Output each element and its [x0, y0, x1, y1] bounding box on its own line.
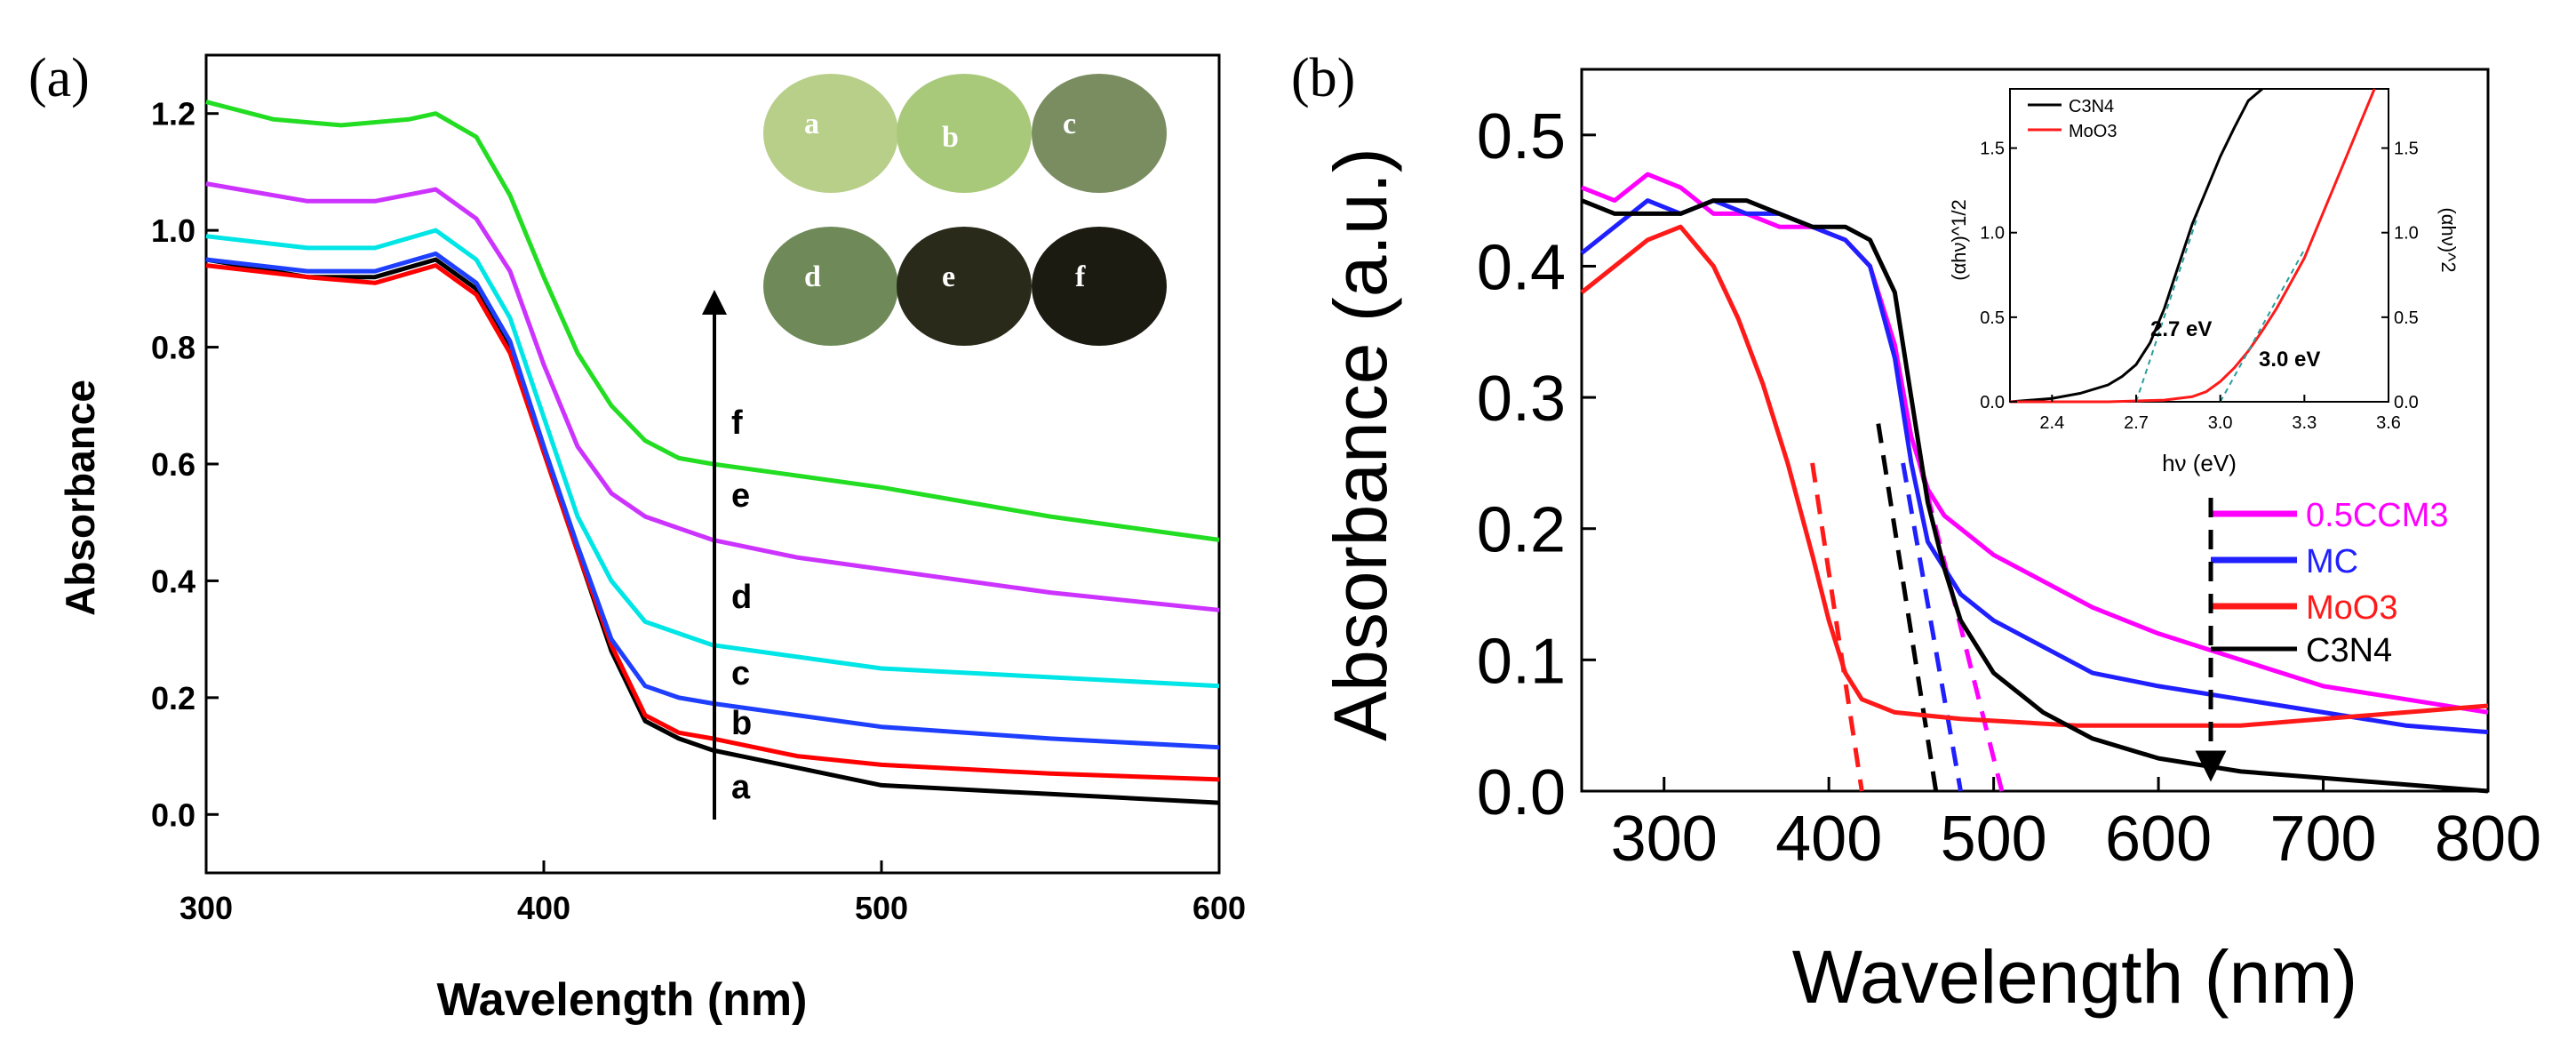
inset-legend-C3N4: C3N4 — [2069, 97, 2114, 116]
panel-a-ytick-label: 0.2 — [151, 680, 195, 716]
panel-b-tangent-line — [1901, 462, 1963, 792]
inset-ytick-label-left: 0.0 — [1980, 393, 2005, 412]
curve-label-e: e — [731, 477, 750, 515]
photo-label-e: e — [942, 260, 955, 293]
panel-a-ytick-label: 1.0 — [151, 212, 195, 249]
panel-a-series — [205, 100, 1220, 805]
panel-a: (a) 300 400 500 600 0.0 0.2 0.4 0.6 0.8 1.0 1.2 a … — [28, 48, 1246, 1026]
panel-b-xtick-label: 400 — [1775, 804, 1882, 875]
inset-annotation-2.7eV: 2.7 eV — [2150, 317, 2212, 341]
panel-b-plot-frame — [1580, 68, 2490, 793]
inset-xtick-label: 3.0 — [2208, 413, 2233, 433]
panel-a-curve-labels: a b c d e f — [731, 404, 752, 806]
inset-series-C3N4 — [2009, 87, 2263, 404]
inset-frame — [2009, 88, 2389, 403]
photo-label-c: c — [1063, 108, 1076, 140]
panel-b-ytick-label: 0.2 — [1477, 495, 1566, 566]
panel-b-tangent-line — [1810, 462, 1864, 792]
panel-b-legend: 0.5CCM3 MC MoO3 C3N4 — [2195, 497, 2449, 782]
inset-xtick-label: 3.6 — [2376, 413, 2401, 433]
photo-f — [1032, 227, 1167, 346]
panel-b-ytick-label: 0.3 — [1477, 364, 1566, 435]
panel-b-xtick-label: 500 — [1941, 804, 2047, 875]
panel-a-series-e — [205, 181, 1220, 612]
inset-annotation-3.0eV: 3.0 eV — [2259, 348, 2320, 372]
legend-label-MoO3: MoO3 — [2306, 589, 2397, 627]
panel-b: (b) 300 400 500 600 700 800 0.0 0.1 0.2 0.3 0.4 0.5… — [1291, 48, 2541, 1019]
inset-ytick-label-right: 0.0 — [2394, 393, 2419, 412]
panel-b-xtick-label: 700 — [2269, 804, 2376, 875]
panel-a-ylabel: Absorbance — [57, 380, 103, 616]
panel-a-ytick-label: 0.6 — [151, 446, 195, 483]
inset-legend-MoO3: MoO3 — [2069, 122, 2117, 141]
photo-e — [897, 227, 1032, 346]
inset-ylabel-right: (αhν)^2 — [2437, 207, 2460, 272]
panel-a-ytick-label: 1.2 — [151, 96, 195, 132]
inset-series — [2009, 87, 2376, 404]
panel-a-ytick-label: 0.0 — [151, 796, 195, 833]
inset-ytick-label-left: 0.5 — [1980, 308, 2005, 328]
panel-a-xtick-label: 600 — [1192, 890, 1246, 926]
inset-ylabel-left: (αhν)^1/2 — [1948, 199, 1970, 281]
panel-b-inset: 2.4 2.7 3.0 3.3 3.60.0 0.00.5 0.51.0 1.01.5 1.5 … — [1948, 87, 2460, 476]
panel-b-ytick-label: 0.1 — [1477, 626, 1566, 697]
curve-label-a: a — [731, 769, 751, 806]
panel-a-label: (a) — [28, 48, 90, 108]
panel-b-ytick-label: 0.4 — [1477, 232, 1566, 303]
legend-label-0.5CCM3: 0.5CCM3 — [2306, 497, 2449, 534]
inset-xtick-label: 2.4 — [2039, 413, 2064, 433]
panel-a-ytick-label: 0.4 — [151, 563, 195, 599]
inset-ytick-label-right: 1.0 — [2394, 224, 2419, 244]
photo-label-a: a — [804, 108, 819, 140]
panel-a-photo-inset: a b c d e f — [763, 74, 1167, 346]
panel-b-ylabel: Absorbance (a.u.) — [1319, 148, 1402, 741]
panel-a-xlabel: Wavelength (nm) — [437, 974, 808, 1026]
photo-c — [1032, 74, 1167, 193]
photo-label-d: d — [804, 260, 821, 293]
photo-label-b: b — [942, 121, 959, 154]
panel-b-ytick-label: 0.0 — [1477, 757, 1566, 828]
photo-b — [897, 74, 1032, 193]
inset-ytick-label-left: 1.5 — [1980, 140, 2005, 159]
inset-ytick-label-right: 1.5 — [2394, 140, 2419, 159]
legend-label-MC: MC — [2306, 543, 2358, 580]
inset-axes: 2.4 2.7 3.0 3.3 3.60.0 0.00.5 0.51.0 1.01.5 1.5 — [1980, 140, 2419, 433]
panel-b-ytick-label: 0.5 — [1477, 101, 1566, 172]
inset-xlabel: hν (eV) — [2162, 450, 2237, 476]
photo-d — [763, 227, 898, 346]
inset-ytick-label-left: 1.0 — [1980, 224, 2005, 244]
panel-b-series — [1580, 172, 2489, 794]
panel-b-series-C3N4 — [1581, 198, 2489, 794]
panel-b-tangent-lines — [1810, 423, 2005, 792]
legend-label-C3N4: C3N4 — [2306, 632, 2392, 669]
curve-label-c: c — [731, 655, 750, 692]
inset-ytick-label-right: 0.5 — [2394, 308, 2419, 328]
panel-b-label: (b) — [1291, 48, 1355, 108]
inset-xtick-label: 3.3 — [2292, 413, 2317, 433]
curve-label-d: d — [731, 579, 752, 616]
panel-a-xtick-label: 400 — [517, 890, 570, 926]
panel-b-xtick-label: 300 — [1611, 804, 1718, 875]
panel-a-ytick-label: 0.8 — [151, 330, 195, 366]
panel-a-axes: 300 400 500 600 0.0 0.2 0.4 0.6 0.8 1.0 1.2 — [151, 53, 1246, 926]
inset-xtick-label: 2.7 — [2124, 413, 2149, 433]
panel-b-xtick-label: 600 — [2105, 804, 2212, 875]
photo-a — [763, 74, 898, 193]
panel-b-series-MoO3 — [1580, 224, 2489, 728]
panel-b-tangent-line — [1917, 462, 2005, 792]
panel-a-series-f — [205, 100, 1220, 542]
inset-tangent-C3N4 — [2135, 215, 2199, 403]
panel-a-series-d — [205, 228, 1220, 689]
panel-b-xtick-label: 800 — [2435, 804, 2541, 875]
panel-b-axes: 300 400 500 600 700 800 0.0 0.1 0.2 0.3 0.4 0.5 — [1477, 68, 2541, 875]
curve-label-f: f — [731, 404, 743, 442]
panel-a-xtick-label: 300 — [179, 890, 233, 926]
panel-b-xlabel: Wavelength (nm) — [1792, 935, 2357, 1019]
inset-series-MoO3 — [2010, 88, 2376, 404]
panel-a-xtick-label: 500 — [855, 890, 908, 926]
panel-a-series-c — [205, 251, 1220, 750]
photo-label-f: f — [1075, 260, 1086, 293]
curve-label-b: b — [731, 705, 752, 742]
